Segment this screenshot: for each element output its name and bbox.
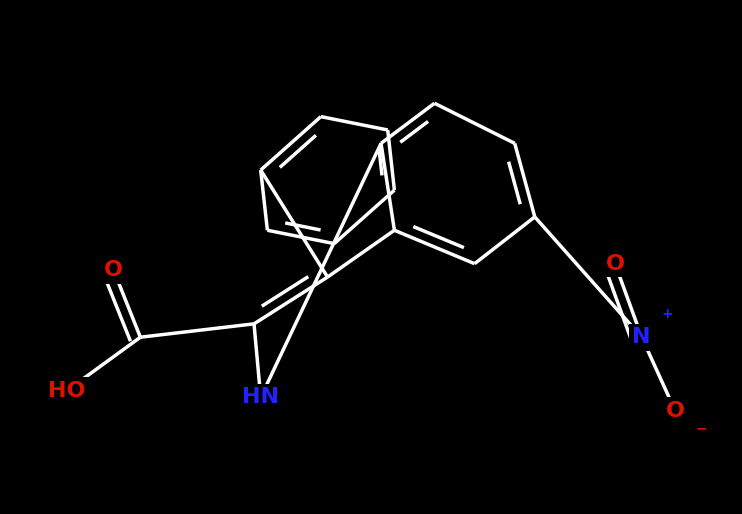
Text: HO: HO xyxy=(48,381,85,401)
Text: +: + xyxy=(662,307,674,321)
Text: O: O xyxy=(666,401,685,421)
Text: −: − xyxy=(695,421,707,435)
Text: O: O xyxy=(104,261,123,280)
Text: HN: HN xyxy=(242,388,279,408)
Text: O: O xyxy=(605,254,625,273)
Text: N: N xyxy=(632,327,651,347)
